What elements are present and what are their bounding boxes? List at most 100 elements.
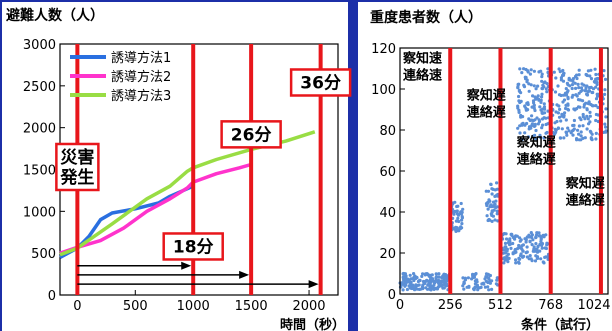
scatter-point	[563, 111, 567, 115]
scatter-point	[488, 273, 492, 278]
scatter-point	[515, 234, 519, 238]
scatter-point	[570, 86, 574, 91]
scatter-point	[490, 187, 494, 191]
scatter-point	[578, 105, 582, 109]
scatter-point	[566, 95, 570, 99]
scatter-point	[586, 101, 590, 106]
scatter-point	[561, 68, 565, 73]
scatter-point	[577, 86, 581, 90]
scatter-point	[518, 67, 522, 71]
scatter-point	[603, 88, 607, 92]
scatter-point	[445, 277, 449, 281]
scatter-point	[509, 246, 513, 250]
scatter-point	[579, 138, 583, 142]
scatter-point	[588, 74, 592, 78]
scatter-point	[514, 261, 518, 265]
condition-label: 連絡遅	[517, 151, 556, 167]
series-line-method-2	[59, 162, 252, 255]
scatter-point	[420, 274, 424, 278]
scatter-point	[553, 127, 557, 131]
x-tick-label: 2000	[292, 299, 325, 314]
scatter-point	[532, 69, 537, 73]
scatter-point	[531, 119, 536, 123]
scatter-point	[491, 214, 495, 218]
scatter-point	[473, 282, 477, 286]
scatter-point	[544, 122, 548, 127]
marker-label-text: 26分	[231, 125, 272, 145]
scatter-point	[524, 240, 528, 244]
scatter-point	[516, 106, 520, 110]
scatter-point	[428, 287, 432, 291]
y-tick-label: 60	[379, 165, 396, 180]
scatter-point	[532, 103, 536, 107]
x-tick-label: 1000	[177, 299, 210, 314]
scatter-point	[540, 95, 544, 99]
scatter-point	[465, 285, 469, 289]
scatter-point	[536, 256, 540, 260]
time-marker-label: 26分	[220, 120, 282, 149]
scatter-point	[502, 261, 506, 265]
scatter-point	[453, 200, 457, 204]
scatter-point	[508, 239, 512, 243]
severe-patients-plot-area	[399, 47, 609, 295]
scatter-point	[505, 254, 509, 258]
scatter-point	[554, 130, 558, 134]
scatter-point	[520, 123, 524, 127]
scatter-point	[520, 138, 524, 142]
condition-label: 察知遅	[467, 87, 506, 103]
scatter-point	[553, 90, 558, 94]
y-tick-label: 0	[388, 288, 396, 303]
scatter-point	[435, 286, 439, 291]
severe-patients-x-label: 条件（試行）	[521, 317, 599, 331]
scatter-point	[527, 257, 531, 261]
scatter-point	[566, 126, 570, 130]
scatter-point	[596, 105, 600, 110]
scatter-point	[540, 87, 545, 91]
scatter-point	[454, 226, 458, 230]
x-tick-label: 1024	[577, 298, 610, 313]
scatter-point	[420, 285, 425, 289]
scatter-point	[530, 114, 534, 118]
scatter-point	[557, 104, 561, 108]
scatter-point	[444, 282, 449, 286]
scatter-point	[577, 132, 581, 136]
scatter-point	[604, 107, 608, 111]
scatter-point	[418, 287, 423, 291]
scatter-point	[536, 244, 540, 248]
scatter-point	[438, 279, 442, 284]
scatter-point	[554, 76, 558, 80]
scatter-point	[484, 272, 489, 276]
scatter-point	[487, 198, 491, 202]
scatter-point	[603, 92, 607, 96]
scatter-point	[517, 99, 521, 103]
scatter-point	[534, 242, 538, 246]
scatter-point	[519, 115, 523, 119]
scatter-point	[571, 77, 576, 81]
y-tick-label: 120	[371, 42, 396, 57]
scatter-point	[490, 192, 494, 196]
scatter-point	[577, 124, 582, 128]
scatter-point	[525, 245, 529, 249]
scatter-point	[488, 281, 492, 285]
scatter-point	[594, 97, 599, 101]
scatter-point	[591, 90, 595, 95]
scatter-point	[516, 260, 521, 264]
scatter-point	[430, 285, 434, 289]
scatter-point	[576, 98, 581, 102]
scatter-point	[532, 245, 536, 249]
scatter-point	[522, 67, 526, 71]
scatter-point	[487, 276, 491, 280]
scatter-point	[543, 246, 547, 250]
scatter-point	[533, 122, 537, 126]
y-tick-label: 1500	[23, 164, 56, 179]
scatter-point	[517, 256, 521, 260]
scatter-point	[589, 137, 594, 141]
scatter-point	[566, 108, 571, 112]
scatter-point	[403, 272, 407, 276]
scatter-point	[528, 118, 532, 123]
scatter-point	[524, 108, 529, 112]
scatter-point	[586, 117, 590, 121]
scatter-point	[579, 86, 584, 90]
scatter-point	[531, 94, 535, 98]
condition-label: 察知遅	[517, 134, 556, 150]
